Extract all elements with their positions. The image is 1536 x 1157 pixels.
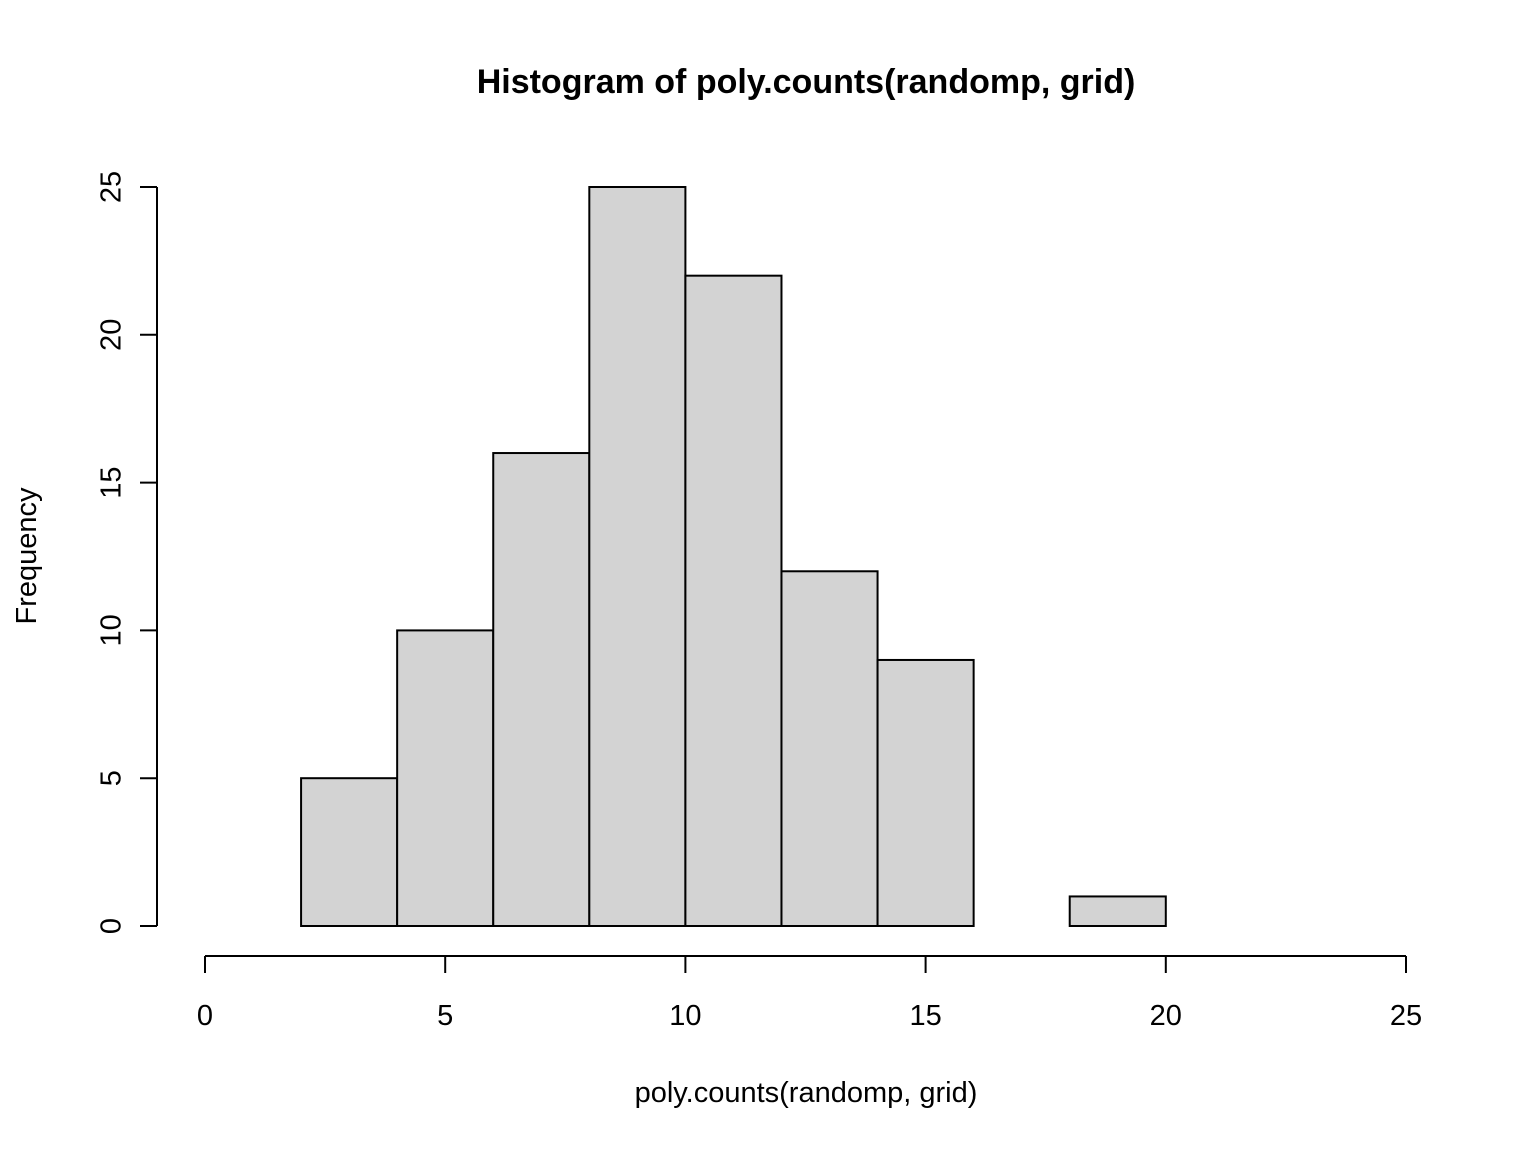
y-tick-label-5: 5 — [96, 770, 128, 786]
y-tick-label-15: 15 — [96, 466, 128, 498]
histogram-bar-8-10 — [588, 186, 687, 927]
histogram-bar-18-20 — [1068, 895, 1167, 928]
chart-title: Histogram of poly.counts(randomp, grid) — [477, 63, 1136, 101]
x-axis: 0 5 10 15 20 25 — [197, 955, 1422, 1032]
x-tick-label-5: 5 — [437, 1000, 453, 1032]
y-axis-label: Frequency — [11, 487, 43, 625]
y-tick-label-0: 0 — [96, 918, 128, 934]
x-tick-label-0: 0 — [197, 1000, 213, 1032]
x-tick-label-10: 10 — [669, 1000, 701, 1032]
histogram-bar-6-8 — [492, 452, 591, 927]
x-tick-label-25: 25 — [1390, 1000, 1422, 1032]
bars-layer — [300, 186, 1167, 928]
x-tick-label-15: 15 — [909, 1000, 941, 1032]
histogram-bar-10-12 — [684, 274, 783, 927]
histogram-bar-2-4 — [300, 777, 399, 928]
y-tick-label-25: 25 — [96, 171, 128, 203]
histogram-bar-12-14 — [780, 570, 879, 928]
x-tick-label-20: 20 — [1150, 1000, 1182, 1032]
x-axis-label: poly.counts(randomp, grid) — [635, 1077, 978, 1109]
histogram-bar-4-6 — [396, 629, 495, 928]
y-tick-label-20: 20 — [96, 319, 128, 351]
y-axis: 0 5 10 15 20 25 — [96, 171, 158, 934]
histogram-bar-14-16 — [876, 658, 975, 928]
y-tick-label-10: 10 — [96, 614, 128, 646]
